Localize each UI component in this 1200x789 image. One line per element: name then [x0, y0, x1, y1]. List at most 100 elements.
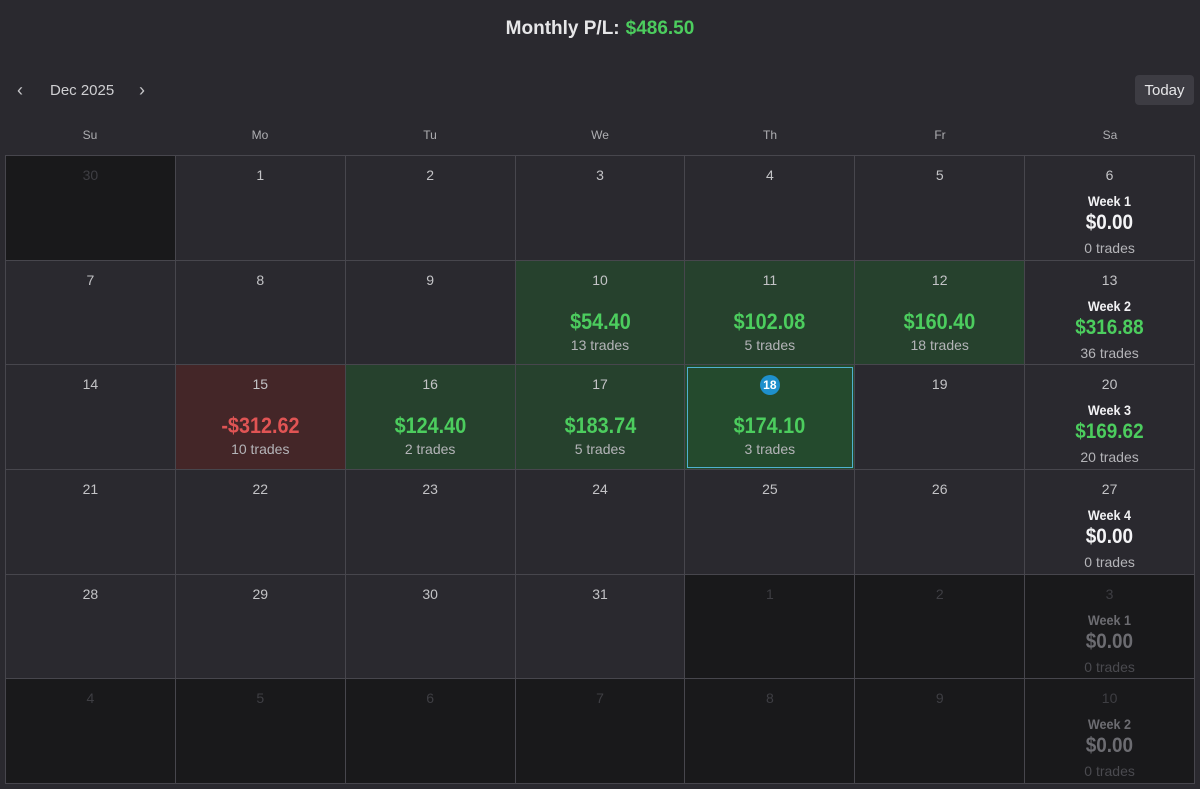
day-pnl-value: $54.40 — [569, 308, 631, 334]
monthly-pl-value: $486.50 — [625, 18, 695, 39]
week-label: Week 2 — [1087, 716, 1132, 733]
calendar-day-cell[interactable]: 24 — [515, 469, 686, 575]
day-number: 15 — [252, 376, 269, 393]
calendar-day-cell[interactable]: 9 — [345, 260, 516, 366]
day-trade-count: 10 trades — [231, 441, 290, 458]
day-number: 4 — [765, 167, 774, 183]
week-summary-cell[interactable]: 3 Week 1 $0.00 0 trades — [1025, 574, 1195, 680]
week-summary-cell[interactable]: 27 Week 4 $0.00 0 trades — [1025, 469, 1195, 575]
week-label: Week 2 — [1087, 297, 1132, 314]
day-number: 14 — [82, 376, 99, 393]
week-trade-count: 20 trades — [1080, 449, 1139, 466]
chevron-left-icon: ‹ — [17, 79, 23, 100]
week-trade-count: 0 trades — [1084, 763, 1135, 780]
day-number: 8 — [765, 690, 774, 707]
calendar-day-cell[interactable]: 30 — [6, 156, 176, 261]
calendar-day-cell[interactable]: 25 — [685, 469, 856, 575]
calendar-day-cell[interactable]: 3 — [515, 156, 686, 261]
day-number: 6 — [1105, 167, 1114, 183]
week-summary-cell[interactable]: 6 Week 1 $0.00 0 trades — [1025, 156, 1195, 261]
week-trade-count: 0 trades — [1084, 553, 1135, 570]
day-number: 24 — [592, 480, 608, 497]
calendar-day-cell[interactable]: 22 — [175, 469, 346, 575]
weekday-label: Mo — [251, 128, 269, 142]
day-number: 3 — [596, 167, 604, 183]
weekday-label: We — [591, 128, 609, 142]
calendar-day-cell[interactable]: 1 — [685, 574, 856, 680]
day-number: 6 — [426, 690, 435, 707]
week-label: Week 4 — [1087, 506, 1132, 523]
calendar-day-cell[interactable]: 2 — [855, 574, 1026, 680]
day-number: 22 — [252, 480, 269, 497]
today-day-number: 18 — [759, 375, 780, 396]
week-pnl-value: $0.00 — [1085, 211, 1134, 234]
day-number: 2 — [935, 585, 944, 602]
calendar-day-cell[interactable]: 14 — [6, 365, 176, 470]
day-trade-count: 13 trades — [570, 336, 630, 353]
prev-month-button[interactable]: ‹ — [6, 74, 34, 106]
day-number-container: 18 — [685, 375, 854, 396]
calendar-day-cell[interactable]: 8 — [175, 260, 346, 366]
calendar-day-cell[interactable]: 21 — [6, 469, 176, 575]
week-trade-count: 36 trades — [1080, 344, 1139, 361]
calendar-day-cell[interactable]: 18 $174.10 3 trades — [685, 365, 856, 470]
calendar-day-cell[interactable]: 11 $102.08 5 trades — [685, 260, 856, 366]
week-pnl-value: $0.00 — [1085, 524, 1134, 548]
day-number: 30 — [82, 167, 99, 183]
next-month-button[interactable]: › — [128, 74, 156, 106]
week-summary-cell[interactable]: 13 Week 2 $316.88 36 trades — [1025, 260, 1195, 366]
weekday-label: Su — [82, 128, 98, 142]
chevron-right-icon: › — [139, 79, 145, 100]
day-pnl-value: $124.40 — [394, 413, 466, 439]
calendar-day-cell[interactable]: 31 — [515, 574, 686, 680]
calendar-day-cell[interactable]: 10 $54.40 13 trades — [515, 260, 686, 366]
calendar-day-cell[interactable]: 26 — [855, 469, 1026, 575]
day-pnl-value: $102.08 — [734, 308, 806, 334]
day-number: 10 — [592, 271, 608, 288]
today-button[interactable]: Today — [1135, 75, 1194, 105]
week-summary-cell[interactable]: 10 Week 2 $0.00 0 trades — [1025, 679, 1195, 784]
week-summary-cell[interactable]: 20 Week 3 $169.62 20 trades — [1025, 365, 1195, 470]
calendar-day-cell[interactable]: 19 — [855, 365, 1026, 470]
calendar-day-cell[interactable]: 7 — [515, 679, 686, 784]
day-number: 26 — [931, 480, 948, 497]
calendar-day-cell[interactable]: 30 — [345, 574, 516, 680]
calendar-day-cell[interactable]: 23 — [345, 469, 516, 575]
calendar-day-cell[interactable]: 6 — [345, 679, 516, 784]
day-trade-count: 3 trades — [744, 441, 796, 458]
calendar-day-cell[interactable]: 17 $183.74 5 trades — [515, 365, 686, 470]
calendar-day-cell[interactable]: 28 — [6, 574, 176, 680]
calendar-day-cell[interactable]: 4 — [685, 156, 856, 261]
calendar-day-cell[interactable]: 5 — [855, 156, 1026, 261]
calendar-day-cell[interactable]: 9 — [855, 679, 1026, 784]
week-pnl-value: $316.88 — [1075, 315, 1144, 339]
day-number: 21 — [82, 480, 99, 497]
calendar-day-cell[interactable]: 12 $160.40 18 trades — [855, 260, 1026, 366]
calendar-day-cell[interactable]: 7 — [6, 260, 176, 366]
day-number: 17 — [592, 376, 608, 393]
calendar-day-cell[interactable]: 4 — [6, 679, 176, 784]
calendar-day-cell[interactable]: 29 — [175, 574, 346, 680]
day-number: 10 — [1101, 690, 1118, 707]
day-number: 1 — [765, 585, 774, 602]
day-number: 5 — [935, 167, 944, 183]
weekday-label: Sa — [1102, 128, 1118, 142]
day-number: 19 — [931, 376, 948, 393]
day-pnl-value: $183.74 — [564, 413, 636, 439]
calendar-day-cell[interactable]: 15 -$312.62 10 trades — [175, 365, 346, 470]
calendar-day-cell[interactable]: 1 — [175, 156, 346, 261]
day-number: 13 — [1101, 271, 1118, 288]
day-number: 1 — [256, 167, 265, 183]
calendar-day-cell[interactable]: 2 — [345, 156, 516, 261]
calendar-day-cell[interactable]: 8 — [685, 679, 856, 784]
week-trade-count: 0 trades — [1084, 658, 1135, 675]
weekday-label: Th — [762, 128, 777, 142]
day-number: 7 — [596, 690, 604, 707]
calendar-grid: 30 1 2 3 4 5 6 Week 1 $0.00 0 trades 7 8 9 10 $54.40 13… — [5, 155, 1195, 784]
monthly-pl-header: Monthly P/L: $486.50 — [0, 0, 1200, 58]
calendar-nav: ‹ Dec 2025 › Today — [0, 74, 1200, 106]
calendar-day-cell[interactable]: 16 $124.40 2 trades — [345, 365, 516, 470]
week-trade-count: 0 trades — [1084, 240, 1135, 256]
calendar-day-cell[interactable]: 5 — [175, 679, 346, 784]
